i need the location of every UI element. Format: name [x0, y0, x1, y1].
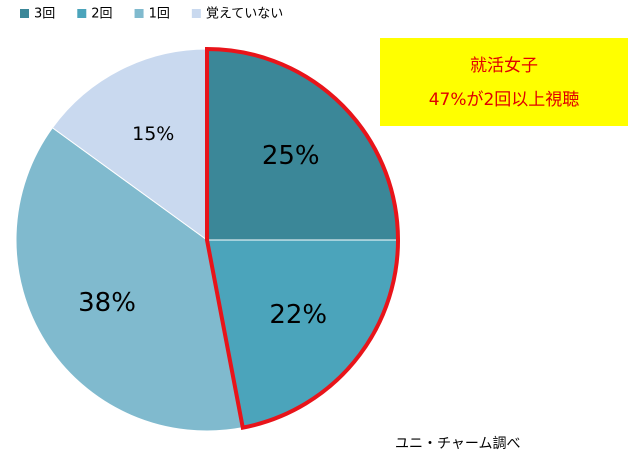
legend-label: 1回 [149, 7, 170, 22]
data-label: 25% [262, 141, 320, 171]
legend-swatch [191, 9, 201, 18]
pie-slice [51, 48, 208, 241]
legend-swatch [77, 9, 87, 18]
pie [15, 46, 400, 432]
legend-label: 3回 [34, 7, 55, 22]
legend-label: 2回 [91, 7, 112, 22]
data-label: 15% [132, 123, 174, 145]
annotation-line: 47%が2回以上視聴 [429, 90, 580, 110]
source: ユニ・チャーム調べ [395, 436, 520, 452]
legend-swatch [20, 9, 29, 18]
data-label: 22% [269, 300, 327, 330]
annotation-box [380, 38, 628, 126]
annotation-line: 就活女子 [470, 56, 538, 76]
data-label: 38% [78, 288, 136, 318]
legend-swatch [134, 9, 144, 18]
pie-slice [15, 127, 244, 432]
highlight-outline [205, 46, 400, 430]
legend-label: 覚えていない [206, 7, 283, 22]
